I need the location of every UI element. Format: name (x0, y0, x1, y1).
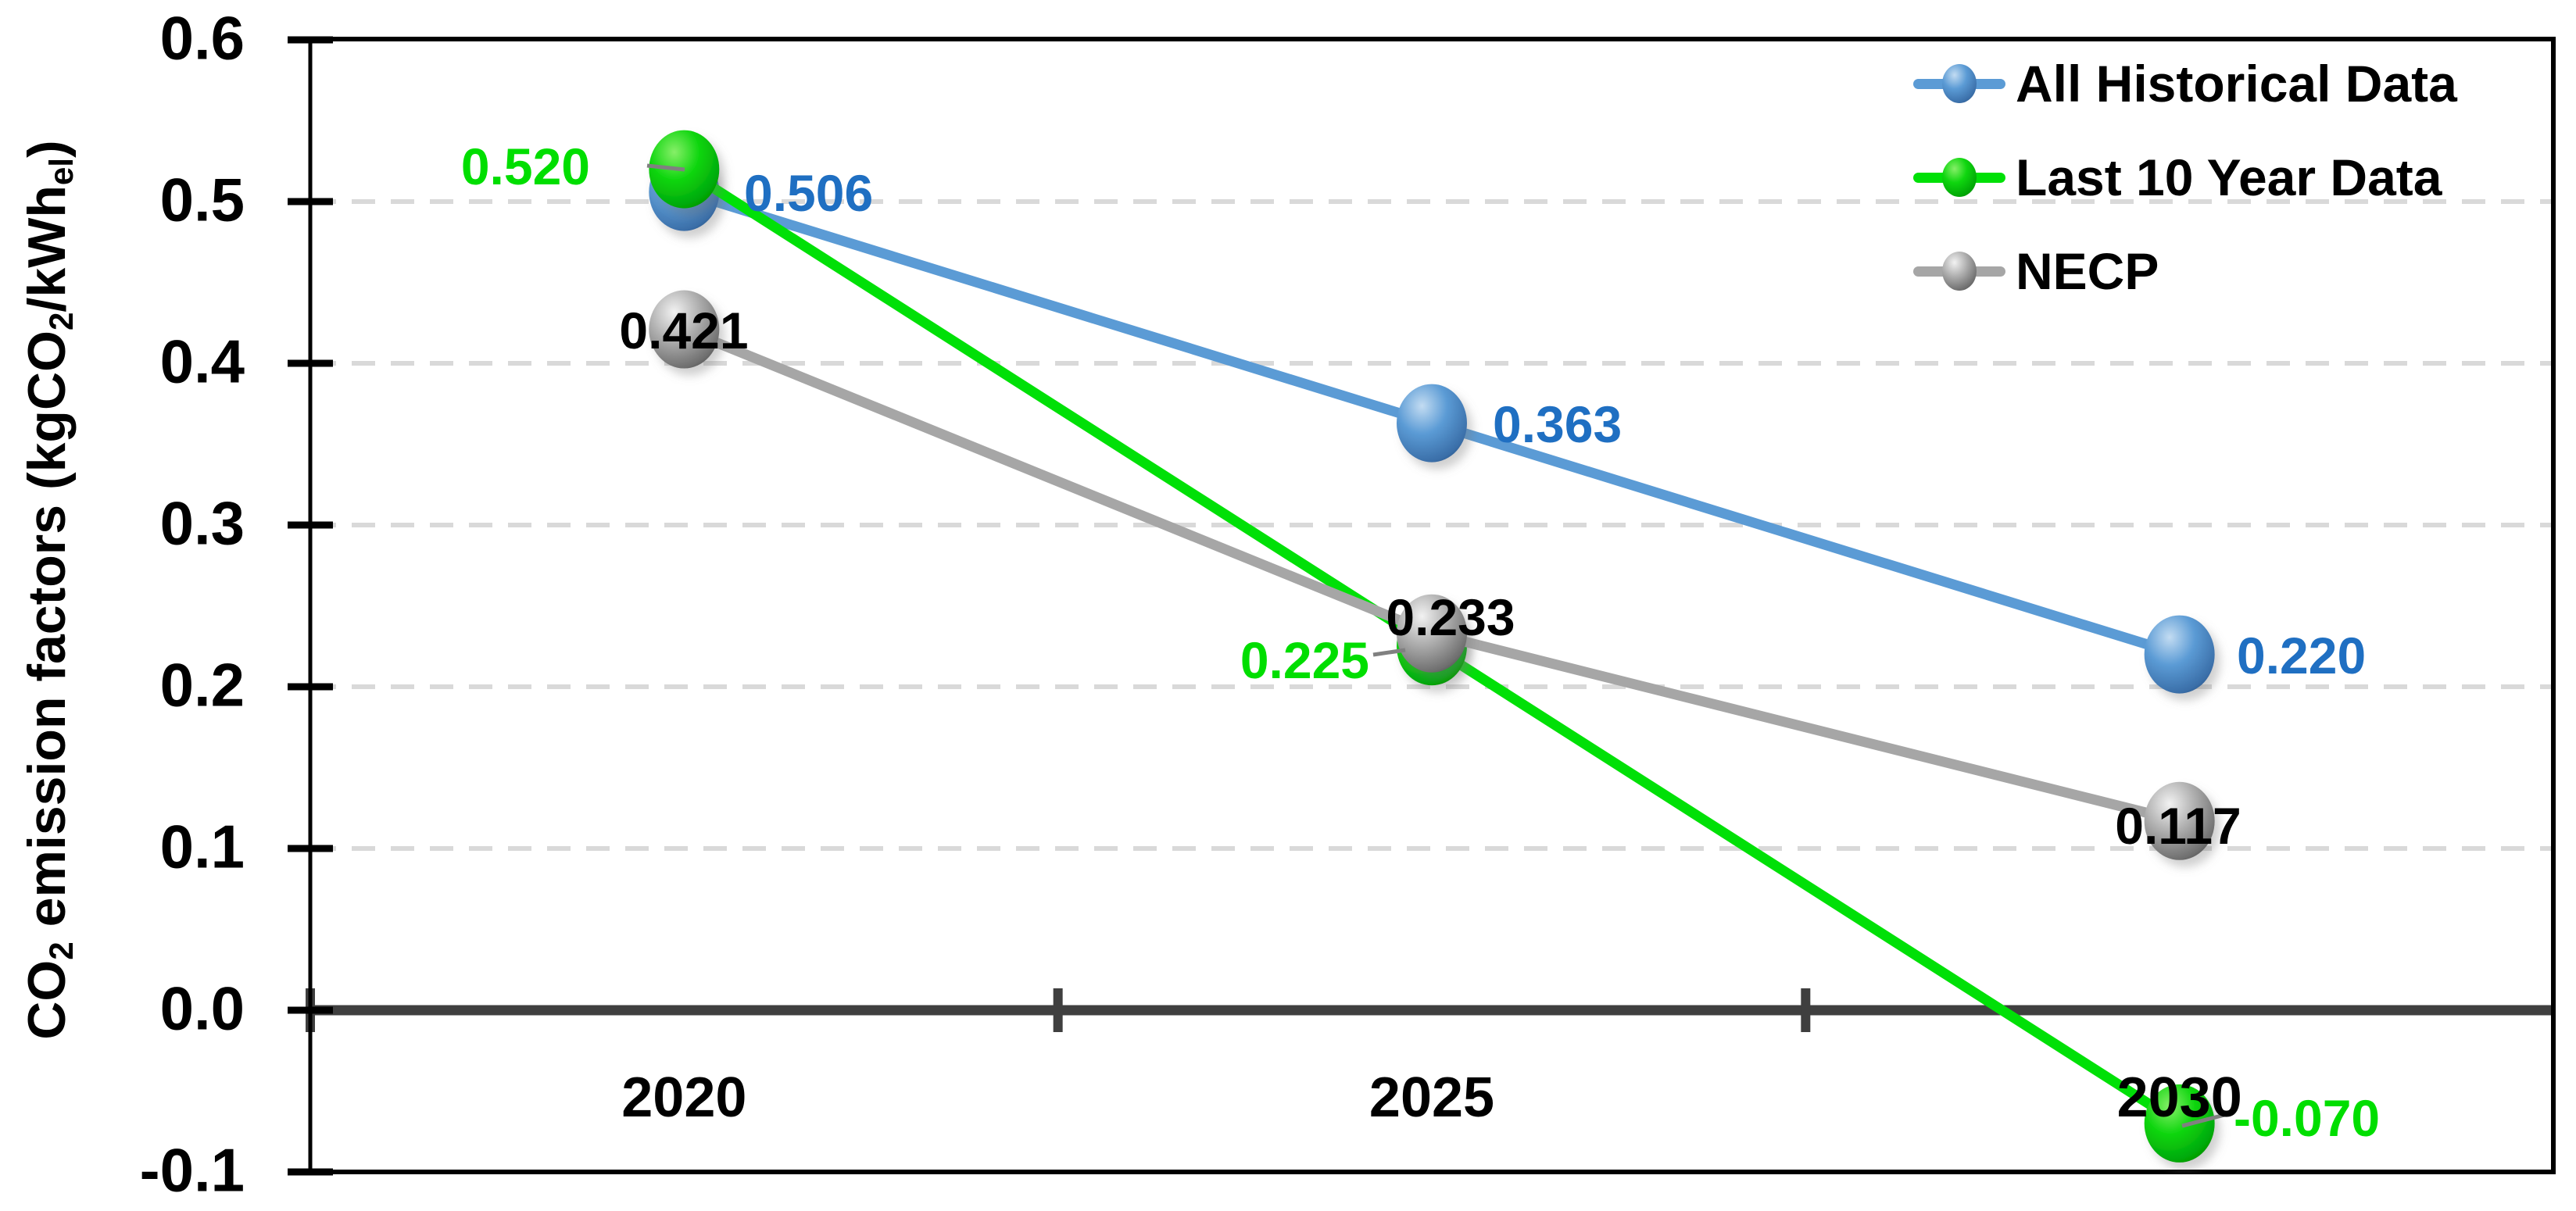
axes (288, 36, 2556, 1176)
legend-label: All Historical Data (2016, 55, 2457, 113)
data-point-marker (2144, 781, 2215, 860)
y-axis-title: CO2 emission factors (kgCO2/kWhel) (14, 82, 80, 1098)
label-leader-line (646, 163, 685, 172)
y-axis-title-subscript: 2 (43, 312, 80, 331)
y-axis-title-text: ) (17, 140, 77, 158)
y-axis-title-text: CO (17, 959, 77, 1040)
series-all-historical-data (649, 152, 2215, 694)
data-point-marker (1397, 594, 1467, 673)
legend-label: NECP (2016, 242, 2159, 300)
label-leader-lines (646, 163, 2231, 1128)
y-axis-title-text: emission factors (kgCO (17, 330, 77, 942)
legend-item-all-historical-data: All Historical Data (1913, 52, 2457, 115)
data-point-marker (2144, 615, 2215, 694)
legend-line-sample (1913, 158, 2005, 197)
data-point-marker (1397, 384, 1467, 463)
legend-item-necp: NECP (1913, 240, 2159, 302)
series-layer (649, 130, 2215, 1163)
data-point-marker (649, 290, 720, 369)
series-necp (649, 290, 2215, 860)
y-axis-title-subscript: el (43, 157, 80, 186)
y-axis-title-subscript: 2 (43, 941, 80, 960)
legend-line-sample (1913, 64, 2005, 103)
legend-line-sample (1913, 252, 2005, 291)
legend-item-last-10-year-data: Last 10 Year Data (1913, 146, 2442, 209)
label-leader-line (1372, 648, 1406, 657)
data-point-marker (2144, 1084, 2215, 1163)
gridlines (313, 199, 2553, 851)
label-leader-line (2181, 1111, 2231, 1128)
legend-marker-icon (1942, 158, 1977, 197)
legend-label: Last 10 Year Data (2016, 148, 2442, 206)
y-axis-title-text: /kWh (17, 185, 77, 313)
legend-marker-icon (1942, 252, 1977, 291)
legend-marker-icon (1942, 64, 1977, 103)
